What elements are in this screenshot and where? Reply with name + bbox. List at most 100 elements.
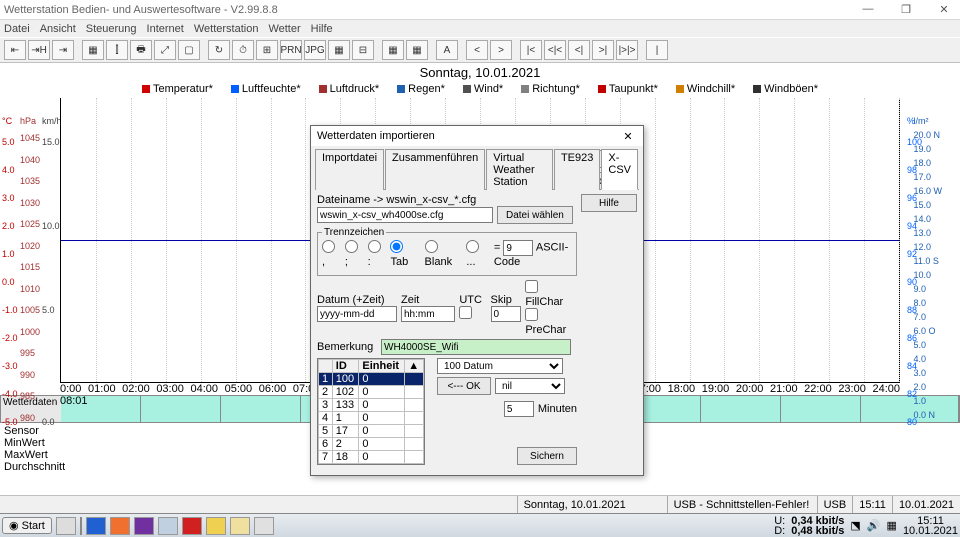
ok-arrow-button[interactable]: <--- OK xyxy=(437,377,491,395)
toolbar-button[interactable]: <| xyxy=(568,40,590,60)
start-button[interactable]: ◉ Start xyxy=(2,517,52,534)
toolbar: ⇤⇥H⇥▦⫿🖶⤢▢↻⏱⊞PRNJPG▦⊟▦▦A<>|<<|<<|>||>|>| xyxy=(0,37,960,63)
y-axis-rain: l/m²20.0 N19.018.017.016.0 W15.014.013.0… xyxy=(913,116,942,422)
menu-hilfe[interactable]: Hilfe xyxy=(311,23,333,35)
remark-input[interactable] xyxy=(381,339,571,355)
toolbar-button[interactable]: ▦ xyxy=(328,40,350,60)
unit-select[interactable]: nil xyxy=(495,378,565,394)
date-format-input[interactable] xyxy=(317,306,397,322)
toolbar-button[interactable]: ⤢ xyxy=(154,40,176,60)
toolbar-button[interactable]: JPG xyxy=(304,40,326,60)
toolbar-button[interactable]: < xyxy=(466,40,488,60)
toolbar-button[interactable]: ⊟ xyxy=(352,40,374,60)
tab-te923[interactable]: TE923 xyxy=(554,149,600,190)
toolbar-button[interactable]: ⫿ xyxy=(106,40,128,60)
legend-item: Luftdruck* xyxy=(319,83,380,95)
dialog-body: Dateiname -> wswin_x-csv_*.cfg Datei wäh… xyxy=(311,190,643,475)
toolbar-button[interactable]: ⇥H xyxy=(28,40,50,60)
tray-icon[interactable]: ⬔ xyxy=(850,519,860,532)
sep-radio[interactable]: Tab xyxy=(390,240,416,268)
minimize-button[interactable]: — xyxy=(856,3,880,16)
task-icon[interactable] xyxy=(134,517,154,535)
legend-item: Windböen* xyxy=(753,83,818,95)
chart-title: Sonntag, 10.01.2021 xyxy=(0,63,960,82)
tab-importdatei[interactable]: Importdatei xyxy=(315,149,384,190)
maximize-button[interactable]: ❐ xyxy=(894,3,918,16)
system-tray: U: D: 0,34 kbit/s 0,48 kbit/s ⬔ 🔊 ▦ 15:1… xyxy=(774,516,958,536)
toolbar-button[interactable]: > xyxy=(490,40,512,60)
legend-item: Windchill* xyxy=(676,83,735,95)
utc-checkbox[interactable] xyxy=(459,306,472,319)
minutes-input[interactable] xyxy=(504,401,534,417)
help-button[interactable]: Hilfe xyxy=(581,194,637,212)
toolbar-button[interactable]: A xyxy=(436,40,458,60)
toolbar-button[interactable]: 🖶 xyxy=(130,40,152,60)
sep-radio[interactable]: ... xyxy=(466,240,486,268)
toolbar-button[interactable]: ▢ xyxy=(178,40,200,60)
toolbar-button[interactable]: ▦ xyxy=(406,40,428,60)
tray-icon[interactable]: 🔊 xyxy=(867,519,881,532)
menu-steuerung[interactable]: Steuerung xyxy=(86,23,137,35)
task-icon[interactable] xyxy=(230,517,250,535)
prechar-checkbox[interactable] xyxy=(525,308,538,321)
sep-radio[interactable]: ; xyxy=(345,240,360,268)
status-usb-error: USB - Schnittstellen-Fehler! xyxy=(667,496,817,513)
menu-ansicht[interactable]: Ansicht xyxy=(40,23,76,35)
choose-file-button[interactable]: Datei wählen xyxy=(497,206,573,224)
time-format-input[interactable] xyxy=(401,306,455,322)
toolbar-button[interactable]: |< xyxy=(520,40,542,60)
toolbar-button[interactable]: ⊞ xyxy=(256,40,278,60)
task-icon[interactable] xyxy=(182,517,202,535)
task-icon[interactable] xyxy=(86,517,106,535)
status-usb: USB xyxy=(817,496,853,513)
task-icon[interactable] xyxy=(254,517,274,535)
task-icon[interactable] xyxy=(206,517,226,535)
tray-icon[interactable]: ▦ xyxy=(887,519,897,532)
skip-input[interactable] xyxy=(491,306,521,322)
separator-fieldset: Trennzeichen , ; : Tab Blank ... = ASCII… xyxy=(317,227,577,276)
sep-radio[interactable]: , xyxy=(322,240,337,268)
statusbar: Sonntag, 10.01.2021 USB - Schnittstellen… xyxy=(0,495,960,513)
save-button[interactable]: Sichern xyxy=(517,447,577,465)
ascii-input[interactable] xyxy=(503,240,533,256)
sep-radio[interactable]: : xyxy=(368,240,383,268)
field-select[interactable]: 100 Datum xyxy=(437,358,563,374)
toolbar-button[interactable]: PRN xyxy=(280,40,302,60)
y-axis-pressure: hPa1045104010351030102510201015101010051… xyxy=(20,116,40,429)
legend-item: Wind* xyxy=(463,83,503,95)
legend-item: Taupunkt* xyxy=(598,83,658,95)
toolbar-button[interactable]: |>|> xyxy=(616,40,638,60)
tab-virtual-weather-station[interactable]: Virtual Weather Station xyxy=(486,149,553,190)
menubar: Datei Ansicht Steuerung Internet Wetterstati… xyxy=(0,20,960,37)
tab-zusammenführen[interactable]: Zusammenführen xyxy=(385,149,485,190)
fillchar-checkbox[interactable] xyxy=(525,280,538,293)
dialog-close-button[interactable]: ✕ xyxy=(619,130,637,143)
close-button[interactable]: ✕ xyxy=(932,3,956,16)
menu-wetterstation[interactable]: Wetterstation xyxy=(194,23,259,35)
toolbar-button[interactable]: ▦ xyxy=(82,40,104,60)
menu-wetter[interactable]: Wetter xyxy=(268,23,300,35)
toolbar-button[interactable]: >| xyxy=(592,40,614,60)
chart-legend: Temperatur*Luftfeuchte*Luftdruck*Regen*W… xyxy=(0,82,960,98)
toolbar-button[interactable]: ⇥ xyxy=(52,40,74,60)
now-time: 08:01 xyxy=(60,395,88,408)
toolbar-button[interactable]: ⏱ xyxy=(232,40,254,60)
sep-radio[interactable]: Blank xyxy=(425,240,459,268)
column-grid[interactable]: IDEinheit▲11000210203133041051706207180 xyxy=(317,358,425,465)
toolbar-button[interactable]: ⇤ xyxy=(4,40,26,60)
y-axis-temp: °C5.04.03.02.01.00.0-1.0-2.0-3.0-4.0-5.0 xyxy=(2,116,18,436)
tray-clock[interactable]: 15:11 10.01.2021 xyxy=(903,516,958,536)
task-icon[interactable] xyxy=(56,517,76,535)
toolbar-button[interactable]: ▦ xyxy=(382,40,404,60)
toolbar-button[interactable]: <|< xyxy=(544,40,566,60)
task-icon[interactable] xyxy=(158,517,178,535)
filename-input[interactable] xyxy=(317,207,493,223)
status-time: 15:11 xyxy=(852,496,892,513)
task-icon[interactable] xyxy=(110,517,130,535)
toolbar-button[interactable]: | xyxy=(646,40,668,60)
y-axis-wind: km/h15.010.05.00.0 xyxy=(42,116,62,436)
tab-x-csv[interactable]: X-CSV xyxy=(601,149,638,190)
menu-internet[interactable]: Internet xyxy=(147,23,184,35)
toolbar-button[interactable]: ↻ xyxy=(208,40,230,60)
menu-datei[interactable]: Datei xyxy=(4,23,30,35)
